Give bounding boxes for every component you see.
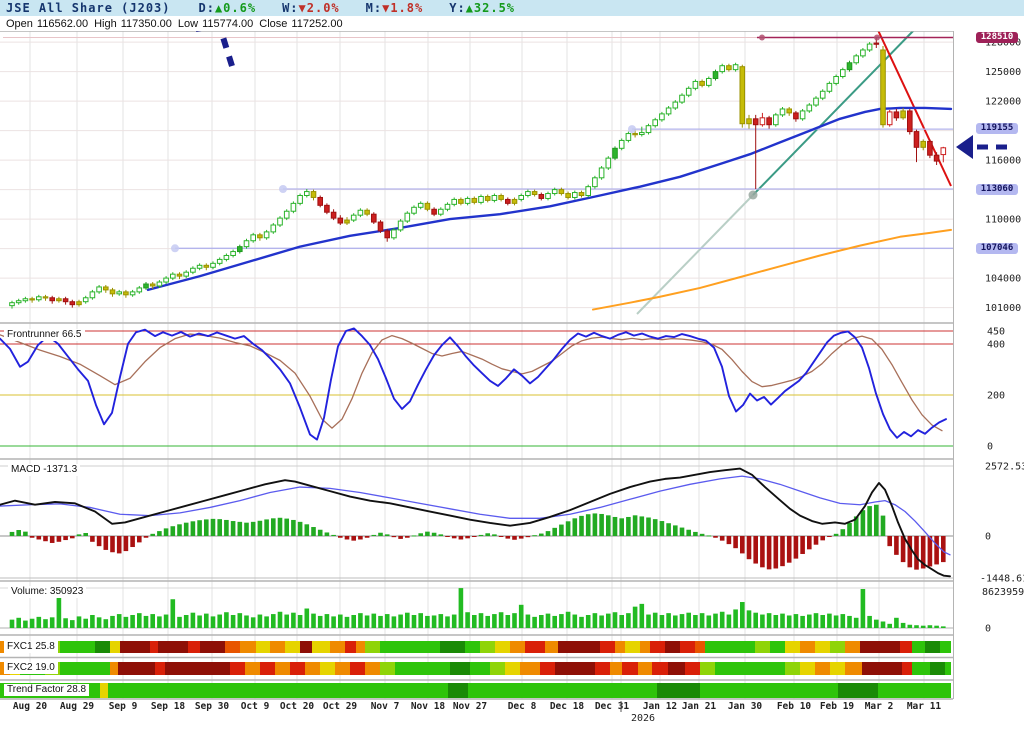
svg-text:Sep 18: Sep 18 — [151, 701, 186, 712]
svg-text:Nov 7: Nov 7 — [371, 701, 400, 712]
volume-label: Volume: 350923 — [8, 586, 87, 598]
fxc2-strip — [0, 662, 951, 675]
svg-text:2026: 2026 — [631, 713, 655, 724]
candles — [9, 37, 947, 309]
close-label: Close — [259, 17, 288, 30]
frontrunner-lines — [0, 327, 947, 441]
stat-weekly: W:▼2.0% — [282, 1, 340, 15]
svg-text:Dec 31: Dec 31 — [595, 701, 630, 712]
trend-factor-strip — [0, 683, 951, 698]
trendlines — [3, 27, 953, 315]
axis-labels: Aug 20 Aug 29 Sep 9 Sep 18 Sep 30 Oct 9 Oct 20… — [13, 38, 1024, 724]
panel-borders — [0, 30, 954, 700]
svg-text:Sep 30: Sep 30 — [195, 701, 230, 712]
ohlc-readout: Open 116562.00 High 117350.00 Low 115774.00… — [0, 16, 1024, 31]
open-label: Open — [6, 17, 33, 30]
price-badge-119155: 119155 — [976, 123, 1018, 134]
trend-factor-label: Trend Factor 28.8 — [4, 684, 90, 696]
svg-text:104000: 104000 — [985, 274, 1021, 285]
uptrend-lower — [636, 194, 754, 315]
svg-text:101000: 101000 — [985, 303, 1021, 314]
svg-text:Feb 19: Feb 19 — [820, 701, 855, 712]
high-label: High — [94, 17, 117, 30]
svg-text:Oct 9: Oct 9 — [241, 701, 270, 712]
price-badge-128510: 128510 — [976, 32, 1018, 43]
svg-text:122000: 122000 — [985, 97, 1021, 108]
svg-text:Jan 12: Jan 12 — [643, 701, 677, 712]
svg-text:110000: 110000 — [985, 215, 1021, 226]
svg-text:116000: 116000 — [985, 156, 1021, 167]
svg-text:Aug 29: Aug 29 — [60, 701, 95, 712]
left-arrow-annotation — [956, 135, 973, 159]
svg-text:400: 400 — [987, 340, 1005, 351]
svg-text:0: 0 — [985, 532, 991, 543]
close-value: 117252.00 — [291, 17, 343, 30]
svg-text:Jan 21: Jan 21 — [682, 701, 717, 712]
instrument-title: JSE All Share (J203) — [6, 1, 171, 15]
high-value: 117350.00 — [120, 17, 172, 30]
svg-text:Dec 8: Dec 8 — [508, 701, 537, 712]
svg-text:2572.53: 2572.53 — [985, 462, 1024, 473]
svg-text:Nov 18: Nov 18 — [411, 701, 446, 712]
low-label: Low — [177, 17, 199, 30]
svg-text:Sep 9: Sep 9 — [109, 701, 138, 712]
open-value: 116562.00 — [36, 17, 89, 30]
svg-text:Aug 20: Aug 20 — [13, 701, 48, 712]
stat-daily: D:▲0.6% — [198, 1, 257, 15]
frontrunner-label: Frontrunner 66.5 — [4, 329, 85, 341]
svg-text:Jan 30: Jan 30 — [728, 701, 763, 712]
svg-text:8623959: 8623959 — [982, 587, 1024, 598]
svg-text:200: 200 — [987, 391, 1005, 402]
stat-yearly: Y:▲32.5% — [449, 1, 516, 15]
svg-text:Dec 18: Dec 18 — [550, 701, 585, 712]
svg-text:Mar 11: Mar 11 — [907, 701, 942, 712]
moving-averages — [146, 106, 953, 311]
uptrend-upper — [752, 27, 917, 196]
svg-text:128000: 128000 — [985, 38, 1021, 49]
fxc1-strip — [0, 641, 951, 653]
anchor-markers — [171, 34, 880, 253]
svg-text:450: 450 — [987, 327, 1005, 338]
macd-label: MACD -1371.3 — [8, 464, 81, 476]
stat-monthly: M:▼1.8% — [365, 1, 424, 15]
price-badge-113060: 113060 — [976, 184, 1018, 195]
fxc1-label: FXC1 25.8 — [4, 641, 58, 653]
macd-panel — [0, 467, 951, 578]
svg-text:Oct 29: Oct 29 — [323, 701, 358, 712]
svg-text:0: 0 — [987, 442, 993, 453]
svg-text:Oct 20: Oct 20 — [280, 701, 315, 712]
svg-text:125000: 125000 — [985, 67, 1021, 78]
svg-text:Feb 10: Feb 10 — [777, 701, 812, 712]
svg-text:Nov 27: Nov 27 — [453, 701, 487, 712]
low-value: 115774.00 — [202, 17, 254, 30]
svg-text:0: 0 — [985, 624, 991, 635]
svg-text:Mar 2: Mar 2 — [865, 701, 894, 712]
volume-bars — [9, 588, 946, 628]
ticker-titlebar: JSE All Share (J203) D:▲0.6% W:▼2.0% M:▼… — [0, 0, 1024, 16]
price-badge-107046: 107046 — [976, 243, 1018, 254]
fxc2-label: FXC2 19.0 — [4, 662, 58, 674]
svg-text:-1448.617: -1448.617 — [980, 574, 1024, 585]
